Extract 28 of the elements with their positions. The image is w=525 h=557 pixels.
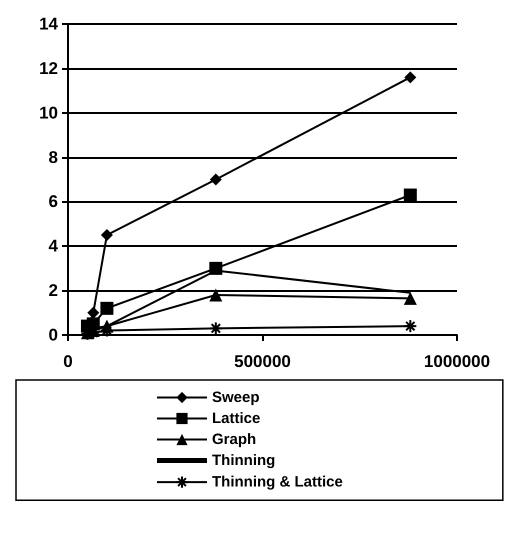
- y-tick-label: 14: [39, 14, 59, 34]
- y-tick-label: 12: [39, 58, 58, 78]
- y-tick-label: 0: [48, 326, 58, 344]
- point: [404, 292, 417, 305]
- legend-label: Thinning & Lattice: [212, 474, 343, 491]
- point: [100, 324, 114, 338]
- point: [87, 306, 100, 319]
- point: [209, 288, 222, 302]
- point: [403, 319, 418, 334]
- y-tick-label: 10: [39, 103, 58, 122]
- legend-label: Lattice: [212, 410, 260, 427]
- y-tick-label: 6: [48, 192, 58, 212]
- point: [210, 174, 222, 186]
- point: [404, 188, 417, 202]
- point: [100, 229, 113, 242]
- y-tick-label: 4: [48, 236, 59, 256]
- point: [208, 321, 223, 336]
- legend-label: Sweep: [212, 389, 260, 406]
- point: [100, 302, 114, 315]
- x-tick-label: 0: [63, 352, 73, 371]
- point: [209, 262, 222, 275]
- point: [404, 71, 416, 84]
- y-tick-label: 8: [48, 148, 58, 167]
- legend-label: Thinning: [212, 452, 276, 469]
- x-tick-label: 500000: [234, 352, 291, 371]
- x-tick-label: 1000000: [424, 352, 490, 371]
- y-tick-label: 2: [48, 281, 58, 300]
- legend-label: Graph: [212, 431, 256, 448]
